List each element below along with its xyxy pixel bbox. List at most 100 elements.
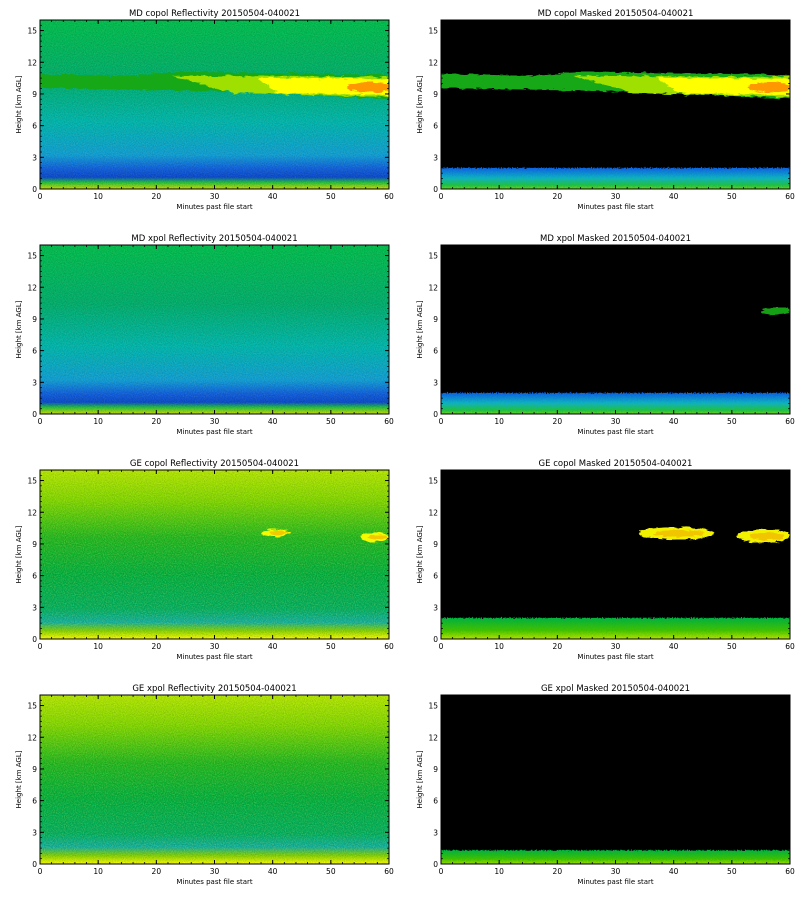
y-tick-label: 15 (27, 27, 37, 36)
y-tick-label: 12 (428, 58, 438, 67)
y-tick-label: 12 (428, 733, 438, 742)
plot-area (441, 695, 790, 864)
y-tick-label: 9 (433, 90, 438, 99)
y-tick-label: 15 (428, 27, 438, 36)
y-tick-label: 15 (27, 252, 37, 261)
y-tick-label: 6 (433, 797, 438, 806)
x-tick-label: 30 (611, 417, 621, 426)
panel-title: GE copol Reflectivity 20150504-040021 (130, 459, 299, 469)
x-tick-label: 30 (210, 642, 220, 651)
x-axis-label: Minutes past file start (176, 653, 253, 661)
cloud-patch (638, 527, 715, 540)
cloud-layer (441, 71, 790, 99)
x-tick-label: 40 (669, 867, 679, 876)
x-axis-label: Minutes past file start (577, 203, 654, 211)
x-axis-label: Minutes past file start (176, 878, 253, 886)
x-tick-label: 0 (38, 192, 43, 201)
x-tick-label: 20 (152, 867, 162, 876)
x-tick-label: 50 (326, 192, 336, 201)
y-tick-label: 15 (27, 702, 37, 711)
y-tick-label: 9 (32, 765, 37, 774)
y-axis-label: Height [km AGL] (15, 750, 23, 808)
masked-background (441, 20, 790, 189)
x-axis-label: Minutes past file start (577, 653, 654, 661)
y-tick-label: 9 (32, 315, 37, 324)
x-tick-label: 30 (611, 642, 621, 651)
y-tick-label: 12 (27, 58, 37, 67)
y-axis-label: Height [km AGL] (15, 75, 23, 133)
x-tick-label: 50 (727, 867, 737, 876)
panel-8: 0 10 20 30 40 50 60 0 3 6 9 12 15 GE xpol Masked 2015… (416, 684, 795, 886)
x-tick-label: 50 (727, 642, 737, 651)
y-tick-label: 0 (433, 410, 438, 419)
y-tick-label: 9 (32, 90, 37, 99)
y-tick-label: 3 (32, 603, 37, 612)
x-tick-label: 20 (152, 192, 162, 201)
speckle-noise-light (40, 245, 389, 414)
speckle-noise-light (40, 470, 389, 639)
y-axis-label: Height [km AGL] (416, 300, 424, 358)
x-tick-label: 40 (268, 417, 278, 426)
panel-3: 0 10 20 30 40 50 60 0 3 6 9 12 15 MD xpol Reflectivit… (15, 234, 394, 436)
x-tick-label: 0 (38, 642, 43, 651)
cloud-patch (760, 307, 790, 315)
plot-area (441, 245, 790, 414)
panel-title: GE copol Masked 20150504-040021 (539, 459, 693, 469)
x-tick-label: 20 (553, 417, 563, 426)
x-tick-label: 40 (268, 192, 278, 201)
x-tick-label: 0 (439, 642, 444, 651)
y-tick-label: 12 (27, 508, 37, 517)
y-tick-label: 15 (27, 477, 37, 486)
y-tick-label: 6 (32, 797, 37, 806)
cloud-patch (261, 529, 291, 537)
x-tick-label: 50 (326, 642, 336, 651)
y-tick-label: 6 (433, 347, 438, 356)
panel-6: 0 10 20 30 40 50 60 0 3 6 9 12 15 GE copol Masked 201… (416, 459, 795, 661)
y-tick-label: 12 (27, 733, 37, 742)
y-tick-label: 12 (428, 283, 438, 292)
y-tick-label: 6 (433, 122, 438, 131)
x-tick-label: 60 (384, 192, 394, 201)
panel-title: GE xpol Reflectivity 20150504-040021 (132, 684, 296, 694)
y-tick-label: 6 (32, 347, 37, 356)
plot-area (441, 470, 790, 639)
y-axis-label: Height [km AGL] (15, 300, 23, 358)
x-tick-label: 0 (439, 417, 444, 426)
x-tick-label: 60 (384, 417, 394, 426)
x-tick-label: 60 (785, 417, 795, 426)
panel-7: 0 10 20 30 40 50 60 0 3 6 9 12 15 GE xpol Reflectivit… (15, 684, 394, 886)
y-tick-label: 9 (32, 540, 37, 549)
surface-clutter-layer (441, 617, 790, 639)
y-tick-label: 12 (27, 283, 37, 292)
x-tick-label: 10 (93, 642, 103, 651)
y-axis-label: Height [km AGL] (15, 525, 23, 583)
x-tick-label: 40 (669, 417, 679, 426)
cloud-patch (737, 529, 790, 543)
x-tick-label: 50 (727, 417, 737, 426)
surface-clutter-layer (441, 850, 790, 864)
y-axis-label: Height [km AGL] (416, 750, 424, 808)
x-tick-label: 10 (494, 642, 504, 651)
x-tick-label: 10 (93, 867, 103, 876)
cloud-layer (40, 71, 389, 99)
x-tick-label: 10 (494, 417, 504, 426)
plot-area (40, 695, 389, 864)
panel-1: 0 10 20 30 40 50 60 0 3 6 9 12 15 MD copol Reflectivi… (15, 9, 394, 211)
y-tick-label: 3 (32, 378, 37, 387)
x-tick-label: 20 (152, 417, 162, 426)
x-tick-label: 20 (553, 642, 563, 651)
plot-area (441, 20, 790, 189)
x-tick-label: 60 (384, 642, 394, 651)
y-tick-label: 0 (32, 410, 37, 419)
x-tick-label: 0 (38, 867, 43, 876)
panel-title: MD copol Masked 20150504-040021 (538, 9, 694, 19)
y-axis-label: Height [km AGL] (416, 525, 424, 583)
x-tick-label: 30 (210, 417, 220, 426)
y-tick-label: 6 (433, 572, 438, 581)
y-tick-label: 3 (433, 378, 438, 387)
y-tick-label: 0 (32, 635, 37, 644)
speckle-noise-light (40, 20, 389, 189)
panel-title: MD xpol Reflectivity 20150504-040021 (131, 234, 297, 244)
x-tick-label: 60 (785, 867, 795, 876)
